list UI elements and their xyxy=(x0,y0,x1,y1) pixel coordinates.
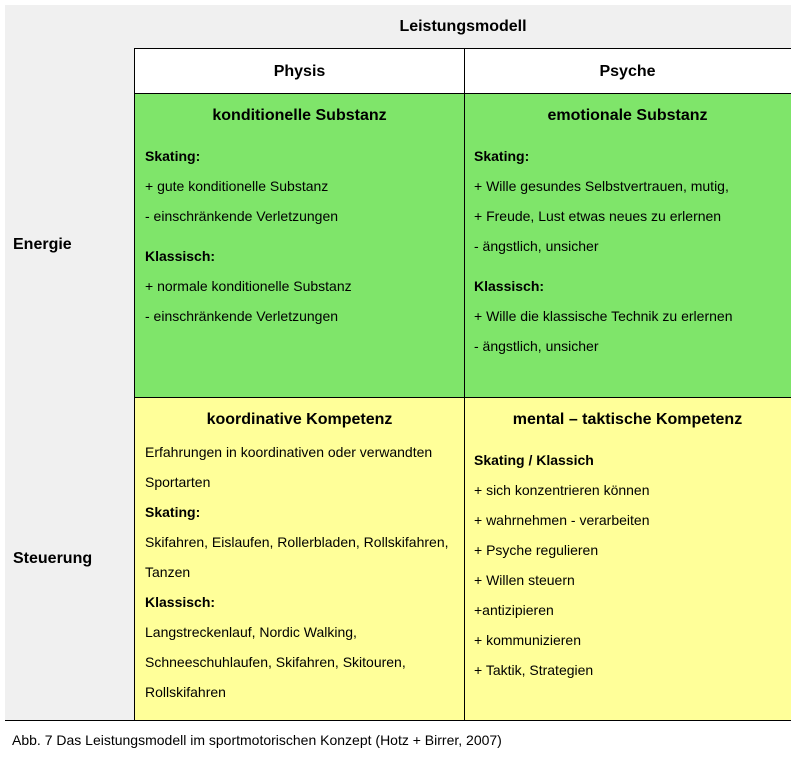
item: +antizipieren xyxy=(474,602,554,618)
row-label: Energie xyxy=(13,236,72,253)
cell-title: koordinative Kompetenz xyxy=(206,411,393,428)
section: Skating / Klassich + sich konzentrieren k… xyxy=(474,445,781,685)
item: - einschränkende Verletzungen xyxy=(145,308,339,324)
section: Klassisch: + normale konditionelle Substa… xyxy=(145,241,454,331)
item: - einschränkende Verletzungen xyxy=(145,208,339,224)
item: + kommunizieren xyxy=(474,632,581,648)
section: Skating: + gute konditionelle Substanz - e… xyxy=(145,141,454,231)
section-heading: Klassisch: xyxy=(474,278,545,294)
table-title: Leistungsmodell xyxy=(399,18,527,35)
cell: koordinative Kompetenz Erfahrungen in koo… xyxy=(135,397,464,720)
item: + Psyche regulieren xyxy=(474,542,599,558)
item: + Wille die klassische Technik zu erlern… xyxy=(474,308,733,324)
item: Skifahren, Eislaufen, Rollerbladen, Roll… xyxy=(145,534,449,580)
item: + Freude, Lust etwas neues zu erlernen xyxy=(474,208,722,224)
item: + Willen steuern xyxy=(474,572,575,588)
cell: konditionelle Substanz Skating: + gute kon… xyxy=(135,93,464,397)
row-label: Steuerung xyxy=(13,550,93,567)
section: Klassisch: + Wille die klassische Technik… xyxy=(474,271,781,361)
intro-text: Erfahrungen in koordinativen oder verwan… xyxy=(145,444,433,490)
column-header: Psyche xyxy=(464,48,791,93)
section-heading: Skating: xyxy=(145,148,201,164)
item: Langstreckenlauf, Nordic Walking, Schnee… xyxy=(145,624,406,700)
section: Skating: + Wille gesundes Selbstvertrauen… xyxy=(474,141,781,261)
item: + wahrnehmen - verarbeiten xyxy=(474,512,650,528)
item: + sich konzentrieren können xyxy=(474,482,650,498)
item: + normale konditionelle Substanz xyxy=(145,278,352,294)
cell-title: konditionelle Substanz xyxy=(212,107,387,124)
section-heading: Skating / Klassich xyxy=(474,452,594,468)
divider xyxy=(464,48,465,720)
item: + gute konditionelle Substanz xyxy=(145,178,329,194)
section-heading: Klassisch: xyxy=(145,248,216,264)
section-heading: Klassisch: xyxy=(145,594,216,610)
cell-title: mental – taktische Kompetenz xyxy=(512,411,743,428)
divider xyxy=(134,48,135,720)
item: - ängstlich, unsicher xyxy=(474,338,599,354)
table: Leistungsmodell Physis Psyche Energie kondi… xyxy=(5,5,791,721)
caption: Abb. 7 Das Leistungsmodell im sportmotor… xyxy=(12,732,502,748)
cell: mental – taktische Kompetenz Skating / Kl… xyxy=(464,397,791,720)
item: + Taktik, Strategien xyxy=(474,662,594,678)
section-heading: Skating: xyxy=(145,504,201,520)
cell: emotionale Substanz Skating: + Wille gesun… xyxy=(464,93,791,397)
column-header: Physis xyxy=(135,48,464,93)
cell-title: emotionale Substanz xyxy=(547,107,708,124)
item: + Wille gesundes Selbstvertrauen, mutig, xyxy=(474,178,729,194)
section-heading: Skating: xyxy=(474,148,530,164)
section: Skating: Skifahren, Eislaufen, Rollerblad… xyxy=(145,497,454,587)
section: Klassisch: Langstreckenlauf, Nordic Walki… xyxy=(145,587,454,707)
item: - ängstlich, unsicher xyxy=(474,238,599,254)
